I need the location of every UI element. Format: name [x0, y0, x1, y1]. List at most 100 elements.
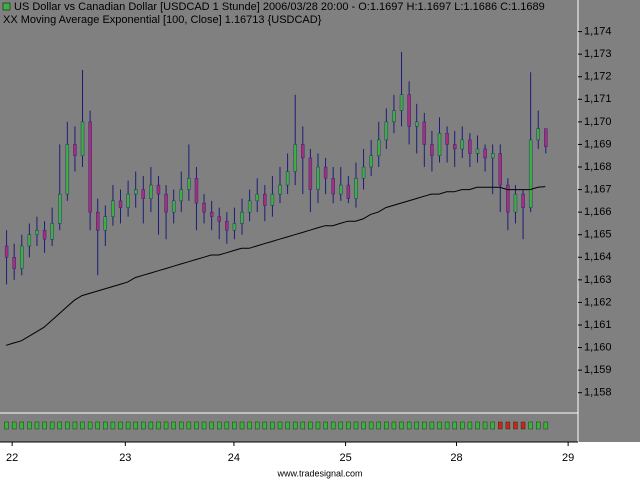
trend-bar: [490, 421, 495, 430]
candle-body: [103, 216, 108, 231]
candle-body: [399, 94, 404, 111]
y-tick-label: 1,168: [584, 161, 612, 173]
candle-body: [301, 144, 305, 159]
candle-body: [50, 223, 54, 240]
symbol-icon: [2, 2, 11, 11]
candle-body: [263, 193, 267, 206]
trend-bar: [216, 421, 222, 430]
trend-bar: [437, 421, 442, 430]
candle-body: [20, 245, 24, 269]
candle-body: [468, 139, 472, 154]
trend-bar: [27, 421, 32, 430]
trend-bar: [57, 421, 62, 430]
candle-body: [536, 128, 540, 141]
trend-bar: [262, 421, 268, 430]
trend-bar: [224, 421, 230, 430]
x-tick-label: 28: [450, 452, 462, 464]
y-tick-label: 1,171: [584, 93, 612, 105]
candle-body: [513, 193, 518, 213]
trend-bar: [277, 421, 283, 430]
candle-body: [369, 155, 373, 168]
y-tick-label: 1,167: [584, 183, 612, 195]
trend-bar: [118, 421, 123, 430]
candle-body: [415, 121, 419, 127]
y-tick-label: 1,164: [584, 251, 612, 263]
candle-body: [118, 200, 123, 208]
y-tick-label: 1,160: [584, 341, 612, 353]
candle-body: [460, 139, 464, 150]
candle-body: [430, 144, 434, 156]
candle-body: [88, 121, 92, 213]
y-tick-label: 1,165: [584, 229, 612, 241]
candle-body: [149, 184, 153, 199]
candle-body: [323, 166, 328, 179]
trend-bar: [513, 421, 518, 430]
trend-bar: [209, 421, 214, 430]
y-tick-label: 1,163: [584, 274, 612, 286]
trend-bar: [49, 421, 55, 430]
candle-body: [111, 200, 115, 217]
candle-body: [35, 229, 39, 235]
candle-body: [209, 211, 214, 217]
candle-body: [73, 144, 77, 156]
trend-bar: [323, 421, 328, 430]
candle-body: [179, 189, 183, 202]
trend-bar: [429, 421, 435, 430]
candle-body: [240, 211, 244, 224]
trend-bar: [156, 421, 161, 430]
y-tick-label: 1,162: [584, 296, 612, 308]
trend-bar: [34, 421, 40, 430]
candle-body: [4, 245, 9, 258]
trend-bar: [133, 421, 138, 430]
trend-bar: [232, 421, 237, 430]
footer-band: [0, 442, 640, 480]
ema-line: [5, 186, 546, 346]
y-tick-label: 1,173: [584, 48, 612, 60]
candle-body: [544, 128, 548, 147]
trend-bar: [535, 421, 541, 430]
background: [0, 0, 640, 442]
trend-bar: [239, 421, 245, 430]
y-tick-label: 1,172: [584, 71, 612, 83]
chart-subtitle: XX Moving Average Exponential [100, Clos…: [3, 14, 322, 26]
trend-bar: [141, 421, 146, 430]
candle-body: [278, 184, 282, 195]
candle-body: [483, 148, 487, 159]
trend-bar: [148, 421, 154, 430]
candle-body: [528, 139, 533, 208]
candle-body: [42, 229, 47, 240]
candle-body: [521, 193, 525, 208]
trend-bar: [353, 421, 359, 430]
trend-bar: [543, 421, 549, 430]
candle-body: [156, 184, 161, 195]
candle-body: [452, 144, 457, 150]
trend-bar: [444, 421, 450, 430]
trend-bar: [475, 421, 480, 430]
trend-bar: [201, 421, 207, 430]
trend-bar: [384, 421, 389, 430]
trend-bar: [467, 421, 473, 430]
candle-body: [217, 216, 221, 222]
candle-body: [308, 157, 313, 190]
trend-bar: [399, 421, 404, 430]
trend-bar: [498, 421, 503, 430]
candle-body: [384, 121, 389, 141]
candle-body: [346, 184, 351, 199]
trend-bar: [186, 421, 192, 430]
candle-body: [255, 193, 259, 202]
trend-bar: [361, 421, 366, 430]
trend-bar: [65, 421, 70, 430]
trend-bar: [87, 421, 93, 430]
trend-bar: [422, 421, 427, 430]
trend-bar: [125, 421, 131, 430]
trend-bar: [110, 421, 116, 430]
trend-bar: [179, 421, 184, 430]
x-tick-label: 29: [562, 452, 574, 464]
trend-bar: [406, 421, 412, 430]
candle-body: [65, 144, 70, 195]
candle-body: [392, 110, 396, 123]
trend-bar: [391, 421, 397, 430]
trend-bar: [80, 421, 85, 430]
candle-body: [445, 132, 449, 145]
